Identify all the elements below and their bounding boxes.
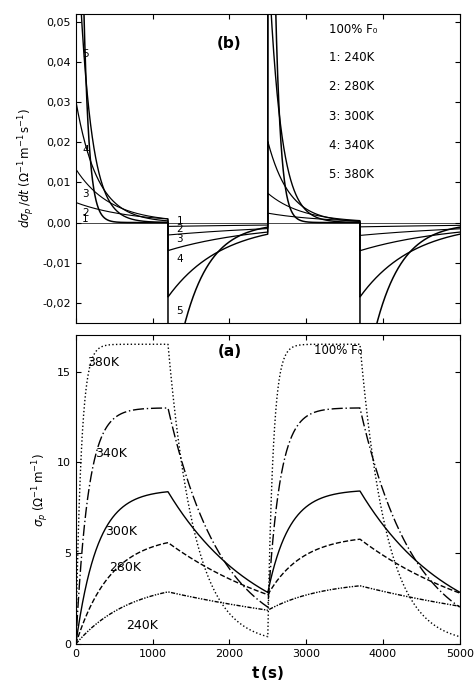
Text: 4: 4 (82, 146, 89, 155)
Text: 3: 300K: 3: 300K (329, 110, 374, 122)
Text: 2: 2 (176, 223, 183, 234)
Text: 3: 3 (176, 234, 183, 244)
Text: 2: 280K: 2: 280K (329, 80, 374, 93)
Text: 300K: 300K (105, 525, 137, 538)
Text: 1: 240K: 1: 240K (329, 51, 374, 64)
Text: 1: 1 (82, 214, 89, 224)
Text: 380K: 380K (87, 356, 119, 369)
Text: 280K: 280K (109, 561, 141, 574)
Text: 4: 4 (176, 253, 183, 264)
Text: (b): (b) (217, 36, 242, 50)
Y-axis label: $d\sigma_p\,/dt\;(\Omega^{-1}\,\mathrm{m}^{-1}\,\mathrm{s}^{-1})$: $d\sigma_p\,/dt\;(\Omega^{-1}\,\mathrm{m… (16, 108, 37, 228)
Y-axis label: $\sigma_p\;(\Omega^{-1}\,\mathrm{m}^{-1})$: $\sigma_p\;(\Omega^{-1}\,\mathrm{m}^{-1}… (31, 453, 51, 526)
Text: 3: 3 (82, 190, 89, 200)
Text: 340K: 340K (95, 447, 127, 460)
Text: 100% F₀: 100% F₀ (329, 23, 378, 36)
Text: 1: 1 (176, 216, 183, 226)
Text: 5: 5 (176, 306, 183, 316)
Text: 4: 340K: 4: 340K (329, 139, 374, 152)
Text: 100% F₀: 100% F₀ (314, 344, 362, 358)
Text: (a): (a) (218, 344, 241, 359)
X-axis label: $\mathbf{t\,(s)}$: $\mathbf{t\,(s)}$ (251, 664, 284, 682)
Text: 5: 5 (82, 49, 89, 59)
Text: 5: 380K: 5: 380K (329, 169, 374, 181)
Text: 2: 2 (82, 207, 89, 218)
Text: 240K: 240K (126, 620, 158, 632)
